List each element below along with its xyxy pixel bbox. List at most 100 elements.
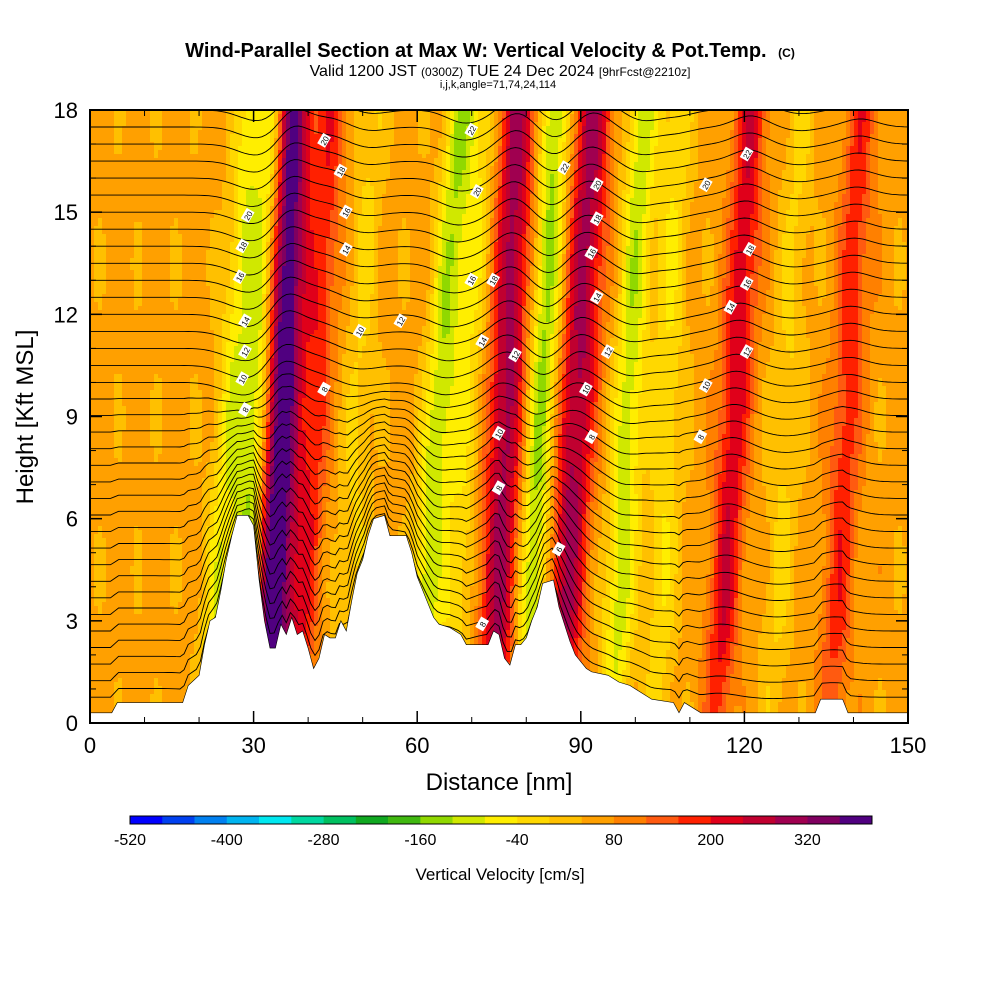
contour-label: 16	[739, 276, 754, 291]
contour-label: 18	[333, 163, 348, 179]
colorbar-swatch	[452, 816, 486, 824]
contour-label-box	[491, 480, 506, 496]
colorbar-swatch	[162, 816, 195, 824]
theta-contour	[90, 175, 908, 209]
theta-contour	[90, 110, 908, 124]
theta-contour	[90, 276, 908, 311]
colorbar-swatch	[420, 816, 453, 824]
contour-label: 20	[469, 184, 484, 199]
contour-label-text: 8	[587, 432, 597, 441]
contour-label: 20	[240, 207, 255, 223]
contour-label-box	[338, 204, 353, 220]
y-tick-label: 0	[66, 711, 78, 736]
theta-contour	[90, 142, 908, 175]
contour-label: 12	[739, 344, 754, 359]
contour-label-box	[698, 378, 713, 393]
colorbar-swatch	[581, 816, 615, 824]
contour-label-box	[352, 323, 367, 339]
contour-label: 10	[235, 371, 250, 387]
theta-contour	[90, 513, 908, 667]
theta-contour	[90, 293, 908, 328]
x-tick-label: 0	[84, 733, 96, 758]
theta-contour	[90, 327, 908, 362]
contour-label-box	[557, 160, 571, 176]
contour-label-box	[491, 425, 506, 441]
contour-label-box	[238, 313, 252, 329]
contour-label: 20	[589, 177, 604, 193]
contour-label-box	[584, 245, 599, 261]
colorbar-tick-label: -400	[211, 832, 243, 849]
theta-contour	[90, 482, 908, 601]
contour-label-box	[551, 541, 566, 557]
contour-label-box	[589, 177, 604, 193]
colorbar-tick-label: -40	[506, 832, 529, 849]
contour-label-box	[238, 402, 252, 417]
colorbar-swatch	[613, 816, 647, 824]
theta-contour	[90, 360, 908, 396]
contour-label: 14	[238, 313, 252, 329]
x-tick-label: 30	[241, 733, 265, 758]
contour-label-box	[742, 241, 757, 257]
contour-label-box	[238, 344, 252, 359]
chart-title: Wind-Parallel Section at Max W: Vertical…	[185, 40, 795, 62]
contour-label: 22	[464, 122, 479, 138]
y-axis: 0 3 6 9 12 15 18	[54, 98, 908, 736]
contour-label-text: 8	[320, 385, 330, 394]
colorbar-swatch	[549, 816, 582, 824]
chart-subtitle: Valid 1200 JST (0300Z) TUE 24 Dec 2024 […	[310, 63, 691, 80]
contour-label: 12	[508, 347, 522, 363]
contour-label: 12	[393, 313, 408, 329]
terrain-profile	[90, 514, 908, 723]
colorbar-swatch	[259, 816, 292, 824]
contour-label: 10	[352, 323, 367, 339]
contour-label: 20	[317, 132, 331, 148]
theta-contour	[90, 343, 908, 379]
contour-label: 16	[584, 245, 599, 261]
forecast-info: [9hrFcst@2210z]	[599, 65, 691, 79]
x-tick-label: 120	[726, 733, 763, 758]
terrain	[90, 514, 908, 723]
theta-contour	[90, 385, 908, 424]
theta-contour	[90, 444, 908, 520]
theta-contour	[90, 428, 908, 487]
y-tick-label: 3	[66, 609, 78, 634]
contour-label-box	[240, 207, 255, 223]
contour-label: 8	[475, 616, 490, 632]
theta-contour	[90, 410, 908, 455]
section-indices: i,j,k,angle=71,74,24,114	[440, 79, 556, 91]
contour-label-box	[739, 344, 754, 359]
contour-label-box	[475, 333, 490, 349]
contour-label-box	[317, 381, 331, 397]
theta-contour	[90, 125, 908, 158]
contour-label-box	[600, 344, 615, 359]
contour-label: 8	[584, 429, 599, 445]
x-axis: 0 30 60 90 120 150	[84, 110, 926, 758]
y-axis-label: Height [Kft MSL]	[12, 330, 39, 505]
colorbar-tick-label: -280	[308, 832, 340, 849]
contour-label: 16	[232, 269, 247, 285]
contour-label: 6	[551, 541, 566, 557]
contour-label-box	[475, 616, 490, 632]
colorbar-swatch	[807, 816, 841, 824]
theta-contour	[90, 459, 908, 552]
contour-label: 16	[464, 272, 479, 288]
colorbar-swatch	[323, 816, 357, 824]
valid-time: Valid 1200 JST	[310, 63, 418, 80]
contour-label: 14	[338, 241, 353, 257]
contour-label: 12	[600, 344, 615, 359]
contour-label-box	[464, 122, 479, 138]
contour-label: 14	[723, 299, 738, 315]
contour-label-box	[232, 269, 247, 285]
contour-label: 8	[317, 381, 331, 397]
colorbar-swatch	[742, 816, 776, 824]
colorbar-swatch	[484, 816, 518, 824]
theta-contour	[90, 192, 908, 226]
theta-contour	[90, 310, 908, 345]
colorbar: -520 -400 -280 -160 -40 80 200 320	[114, 815, 873, 849]
contour-label-box	[486, 272, 500, 288]
colorbar-swatch	[839, 816, 873, 824]
theta-contour	[90, 497, 908, 634]
contour-label: 8	[238, 402, 252, 417]
